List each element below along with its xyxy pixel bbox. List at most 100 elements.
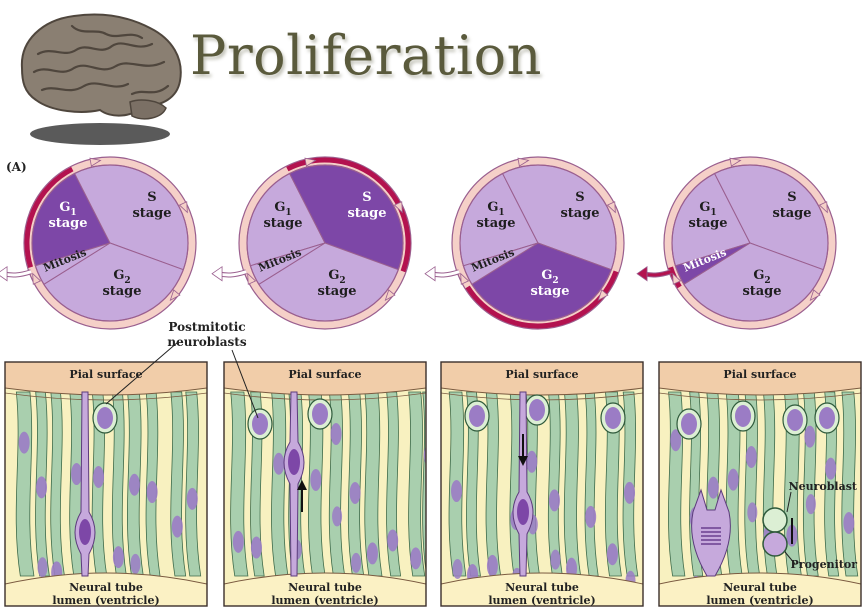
fiber-nucleus <box>273 452 285 475</box>
pial-membrane <box>659 392 861 401</box>
fiber-nucleus <box>451 480 463 503</box>
pial-surface-label: Pial surface <box>288 368 361 381</box>
pial-surface-label: Pial surface <box>723 368 796 381</box>
lumen-label-line1: Neural tube <box>505 581 579 594</box>
radial-fiber <box>604 391 622 577</box>
fiber-nucleus <box>727 468 739 491</box>
cycle-arrowhead <box>178 201 188 214</box>
label-s-word: stage <box>132 206 171 221</box>
tissue-content <box>224 362 426 606</box>
lumen-label-line2: lumen (ventricle) <box>488 594 595 607</box>
fiber-nucleus <box>526 450 538 473</box>
lumen-label-line2: lumen (ventricle) <box>52 594 159 607</box>
neuroblast-nucleus <box>787 409 803 431</box>
cycle-arrowhead <box>606 201 616 214</box>
neuroblast-nucleus <box>605 407 621 429</box>
neuroblast-nucleus <box>97 407 113 429</box>
label-s-heading: S <box>362 190 371 205</box>
label-s-word: stage <box>772 206 811 221</box>
tissue-content <box>5 362 207 616</box>
exit-arrowhead <box>0 265 8 282</box>
fiber-nucleus <box>18 431 30 454</box>
radial-fiber <box>642 505 643 525</box>
label-g2-word: stage <box>742 284 781 299</box>
cycle-arrowhead <box>393 201 403 214</box>
radial-fiber <box>824 391 840 577</box>
fiber-nucleus <box>366 542 378 565</box>
fiber-nucleus <box>410 547 422 570</box>
lumen-band <box>5 572 207 606</box>
progenitor-nucleus <box>288 449 300 475</box>
fiber-nucleus <box>349 482 361 505</box>
fiber-nucleus <box>550 549 561 570</box>
fiber-nucleus <box>804 425 816 448</box>
progenitor-cell <box>283 391 305 577</box>
radial-fiber <box>860 508 861 523</box>
pial-surface-band <box>224 362 426 396</box>
panel-border <box>223 361 427 607</box>
neuroblast-nucleus <box>681 413 697 435</box>
progenitor-nucleus <box>517 499 529 525</box>
cycle-diagrams: G1stageSstageG2stageMitosisG1stageSstage… <box>0 156 837 330</box>
pial-surface-band <box>659 362 861 396</box>
neuroblast-daughter <box>762 507 788 533</box>
brain-image <box>20 13 182 145</box>
cycle-arrowhead <box>460 272 470 285</box>
fiber-nucleus <box>425 522 426 533</box>
fiber-nucleus <box>146 481 158 504</box>
cycle-inner-edge <box>671 164 829 322</box>
neuroblast-nucleus <box>529 399 545 421</box>
postmitotic-pointer-right <box>231 349 259 419</box>
postmitotic-pointer-left <box>105 341 179 405</box>
fiber-nucleus <box>452 558 463 579</box>
tissue-content <box>441 362 655 616</box>
fiber-nucleus <box>644 526 655 548</box>
label-s-word: stage <box>347 206 386 221</box>
fiber-nucleus <box>130 553 141 574</box>
fiber-nucleus <box>548 489 560 512</box>
cycle-arrowhead <box>384 289 396 302</box>
fiber-nucleus <box>585 505 597 528</box>
neuroblast-nucleus <box>735 405 751 427</box>
pial-surface-band <box>441 362 643 396</box>
progenitor-cell <box>512 391 534 577</box>
fiber-nucleus <box>387 529 399 552</box>
down-arrowhead <box>518 456 528 466</box>
fiber-nucleus <box>37 557 48 578</box>
up-arrowhead <box>297 480 307 490</box>
cycle-arrowhead <box>809 289 821 302</box>
fiber-nucleus <box>825 457 837 480</box>
fiber-nucleus <box>488 612 498 616</box>
radial-fiber <box>230 391 249 577</box>
cycle-inner-edge <box>459 164 617 322</box>
progenitor-annotation: Progenitor <box>791 558 858 571</box>
postmitotic-label-line1: Postmitotic <box>168 320 245 334</box>
fiber-nucleus <box>171 515 183 538</box>
label-g1-word: stage <box>48 216 87 231</box>
cycle-arrowhead <box>32 272 42 285</box>
lumen-band <box>224 572 426 606</box>
cycle-inner-edge <box>246 164 404 322</box>
fiber-nucleus <box>670 429 682 452</box>
radial-fiber <box>466 391 481 577</box>
exit-arrowhead <box>636 265 648 282</box>
lumen-band <box>659 572 861 606</box>
fiber-nucleus <box>805 494 816 515</box>
tissue-content <box>659 362 861 606</box>
cycle-arrowhead <box>247 272 257 285</box>
label-g1-word: stage <box>688 216 727 231</box>
radial-fiber <box>408 391 426 577</box>
fiber-nucleus <box>173 608 183 616</box>
fiber-nucleus <box>232 530 244 553</box>
progenitor-daughter <box>762 531 788 557</box>
cycle-arrowhead <box>729 157 742 167</box>
neuroblast-pointer <box>786 491 792 513</box>
pial-surface-label: Pial surface <box>69 368 142 381</box>
neuroblast-nucleus <box>312 403 328 425</box>
